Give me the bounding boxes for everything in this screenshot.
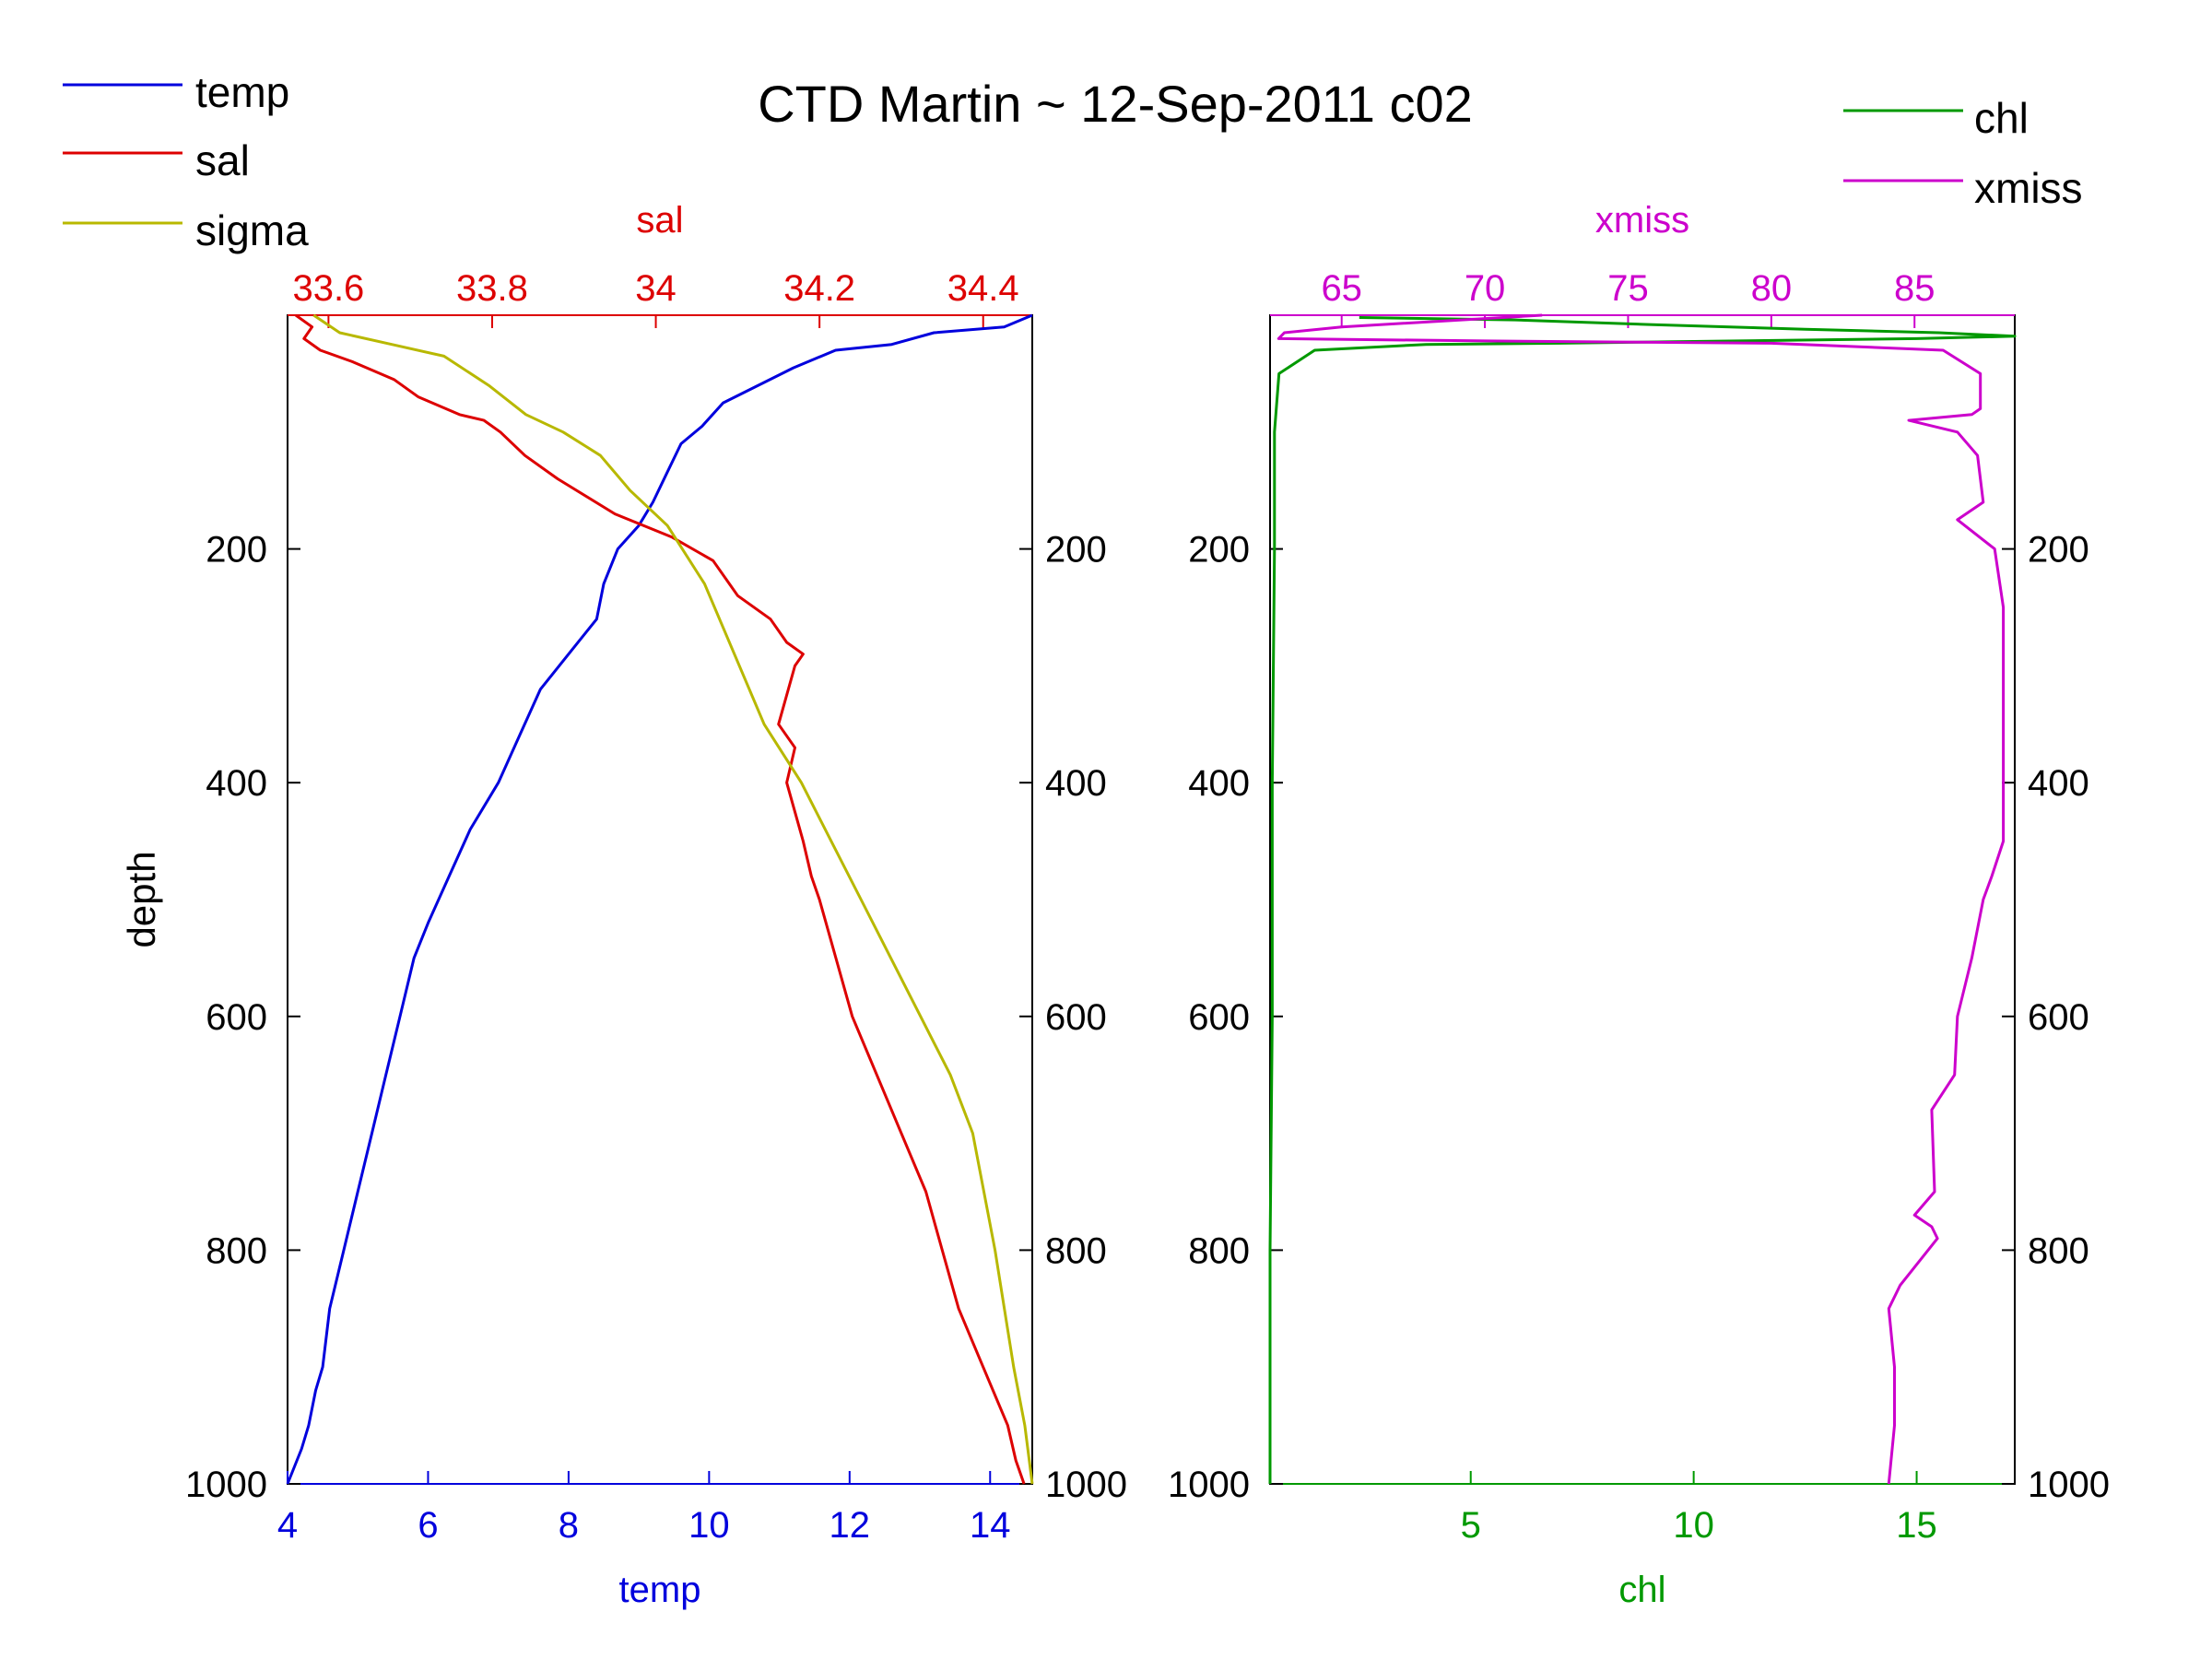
legend-sigma-label: sigma <box>195 206 309 254</box>
left-ticks: 4 6 8 10 12 14 33.6 33.8 34 34.2 34.4 200 200 400 400 6… <box>185 268 1127 1546</box>
y-left-tick-label: 800 <box>1188 1230 1250 1271</box>
y-right-tick-label: 600 <box>2028 997 2089 1038</box>
x-bottom-tick-label: 4 <box>277 1505 298 1546</box>
y-right-tick-label: 200 <box>2028 530 2089 571</box>
x-top-tick-label: 70 <box>1465 268 1506 309</box>
left-lines <box>286 313 1034 1485</box>
x-bottom-tick-label: 10 <box>1673 1505 1714 1546</box>
left-y-axis-label: depth <box>120 851 163 947</box>
x-top-tick-label: 34 <box>635 268 677 309</box>
series-sal-line <box>295 313 1026 1485</box>
y-right-tick-label: 400 <box>2028 763 2089 804</box>
legend-sal-label: sal <box>195 136 250 184</box>
x-top-tick-label: 85 <box>1894 268 1936 309</box>
panel-right: xmiss chl 5 10 15 65 70 75 80 85 200 200 400 400 600… <box>1168 200 2110 1610</box>
y-left-tick-label: 1000 <box>1168 1465 1250 1505</box>
legend-right: chl xmiss <box>1843 94 2083 212</box>
x-top-tick-label: 34.2 <box>783 268 855 309</box>
y-left-tick-label: 400 <box>1188 763 1250 804</box>
x-bottom-tick-label: 12 <box>830 1505 871 1546</box>
y-right-tick-label: 1000 <box>1045 1465 1127 1505</box>
x-top-tick-label: 75 <box>1607 268 1649 309</box>
legend-chl-label: chl <box>1974 94 2029 142</box>
left-top-axis-label: sal <box>636 200 683 241</box>
y-right-tick-label: 400 <box>1045 763 1107 804</box>
y-left-tick-label: 600 <box>1188 997 1250 1038</box>
series-sigma-line <box>312 313 1034 1485</box>
panel-left: sal temp depth 4 6 8 10 12 14 33.6 33.8 34 34.2 34… <box>120 200 1127 1610</box>
right-lines <box>1268 313 2017 1485</box>
x-top-tick-label: 65 <box>1321 268 1362 309</box>
x-bottom-tick-label: 14 <box>970 1505 1011 1546</box>
legend-xmiss-label: xmiss <box>1974 164 2083 212</box>
y-left-tick-label: 200 <box>1188 530 1250 571</box>
y-left-tick-label: 1000 <box>185 1465 267 1505</box>
y-left-tick-label: 800 <box>206 1230 267 1271</box>
y-right-tick-label: 800 <box>1045 1230 1107 1271</box>
y-left-tick-label: 600 <box>206 997 267 1038</box>
legend-left: temp sal sigma <box>63 68 309 254</box>
x-top-tick-label: 80 <box>1751 268 1793 309</box>
y-right-tick-label: 600 <box>1045 997 1107 1038</box>
series-chl-line <box>1268 316 2017 1484</box>
right-bottom-axis-label: chl <box>1618 1570 1665 1610</box>
y-right-tick-label: 800 <box>2028 1230 2089 1271</box>
x-top-tick-label: 34.4 <box>947 268 1019 309</box>
x-bottom-tick-label: 5 <box>1461 1505 1481 1546</box>
x-bottom-tick-label: 15 <box>1896 1505 1937 1546</box>
series-xmiss-line <box>1277 313 2006 1485</box>
x-top-tick-label: 33.8 <box>456 268 528 309</box>
y-left-tick-label: 200 <box>206 530 267 571</box>
y-right-tick-label: 1000 <box>2028 1465 2110 1505</box>
right-top-axis-label: xmiss <box>1595 200 1689 241</box>
x-top-tick-label: 33.6 <box>292 268 364 309</box>
left-bottom-axis-label: temp <box>619 1570 701 1610</box>
y-left-tick-label: 400 <box>206 763 267 804</box>
right-ticks: 5 10 15 65 70 75 80 85 200 200 400 400 600 600 800 800 1… <box>1168 268 2110 1546</box>
chart-title: CTD Martin ~ 12-Sep-2011 c02 <box>758 75 1473 133</box>
x-bottom-tick-label: 10 <box>688 1505 730 1546</box>
x-bottom-tick-label: 6 <box>418 1505 438 1546</box>
y-right-tick-label: 200 <box>1045 530 1107 571</box>
series-temp-line <box>286 313 1033 1485</box>
x-bottom-tick-label: 8 <box>559 1505 579 1546</box>
legend-temp-label: temp <box>195 68 289 116</box>
